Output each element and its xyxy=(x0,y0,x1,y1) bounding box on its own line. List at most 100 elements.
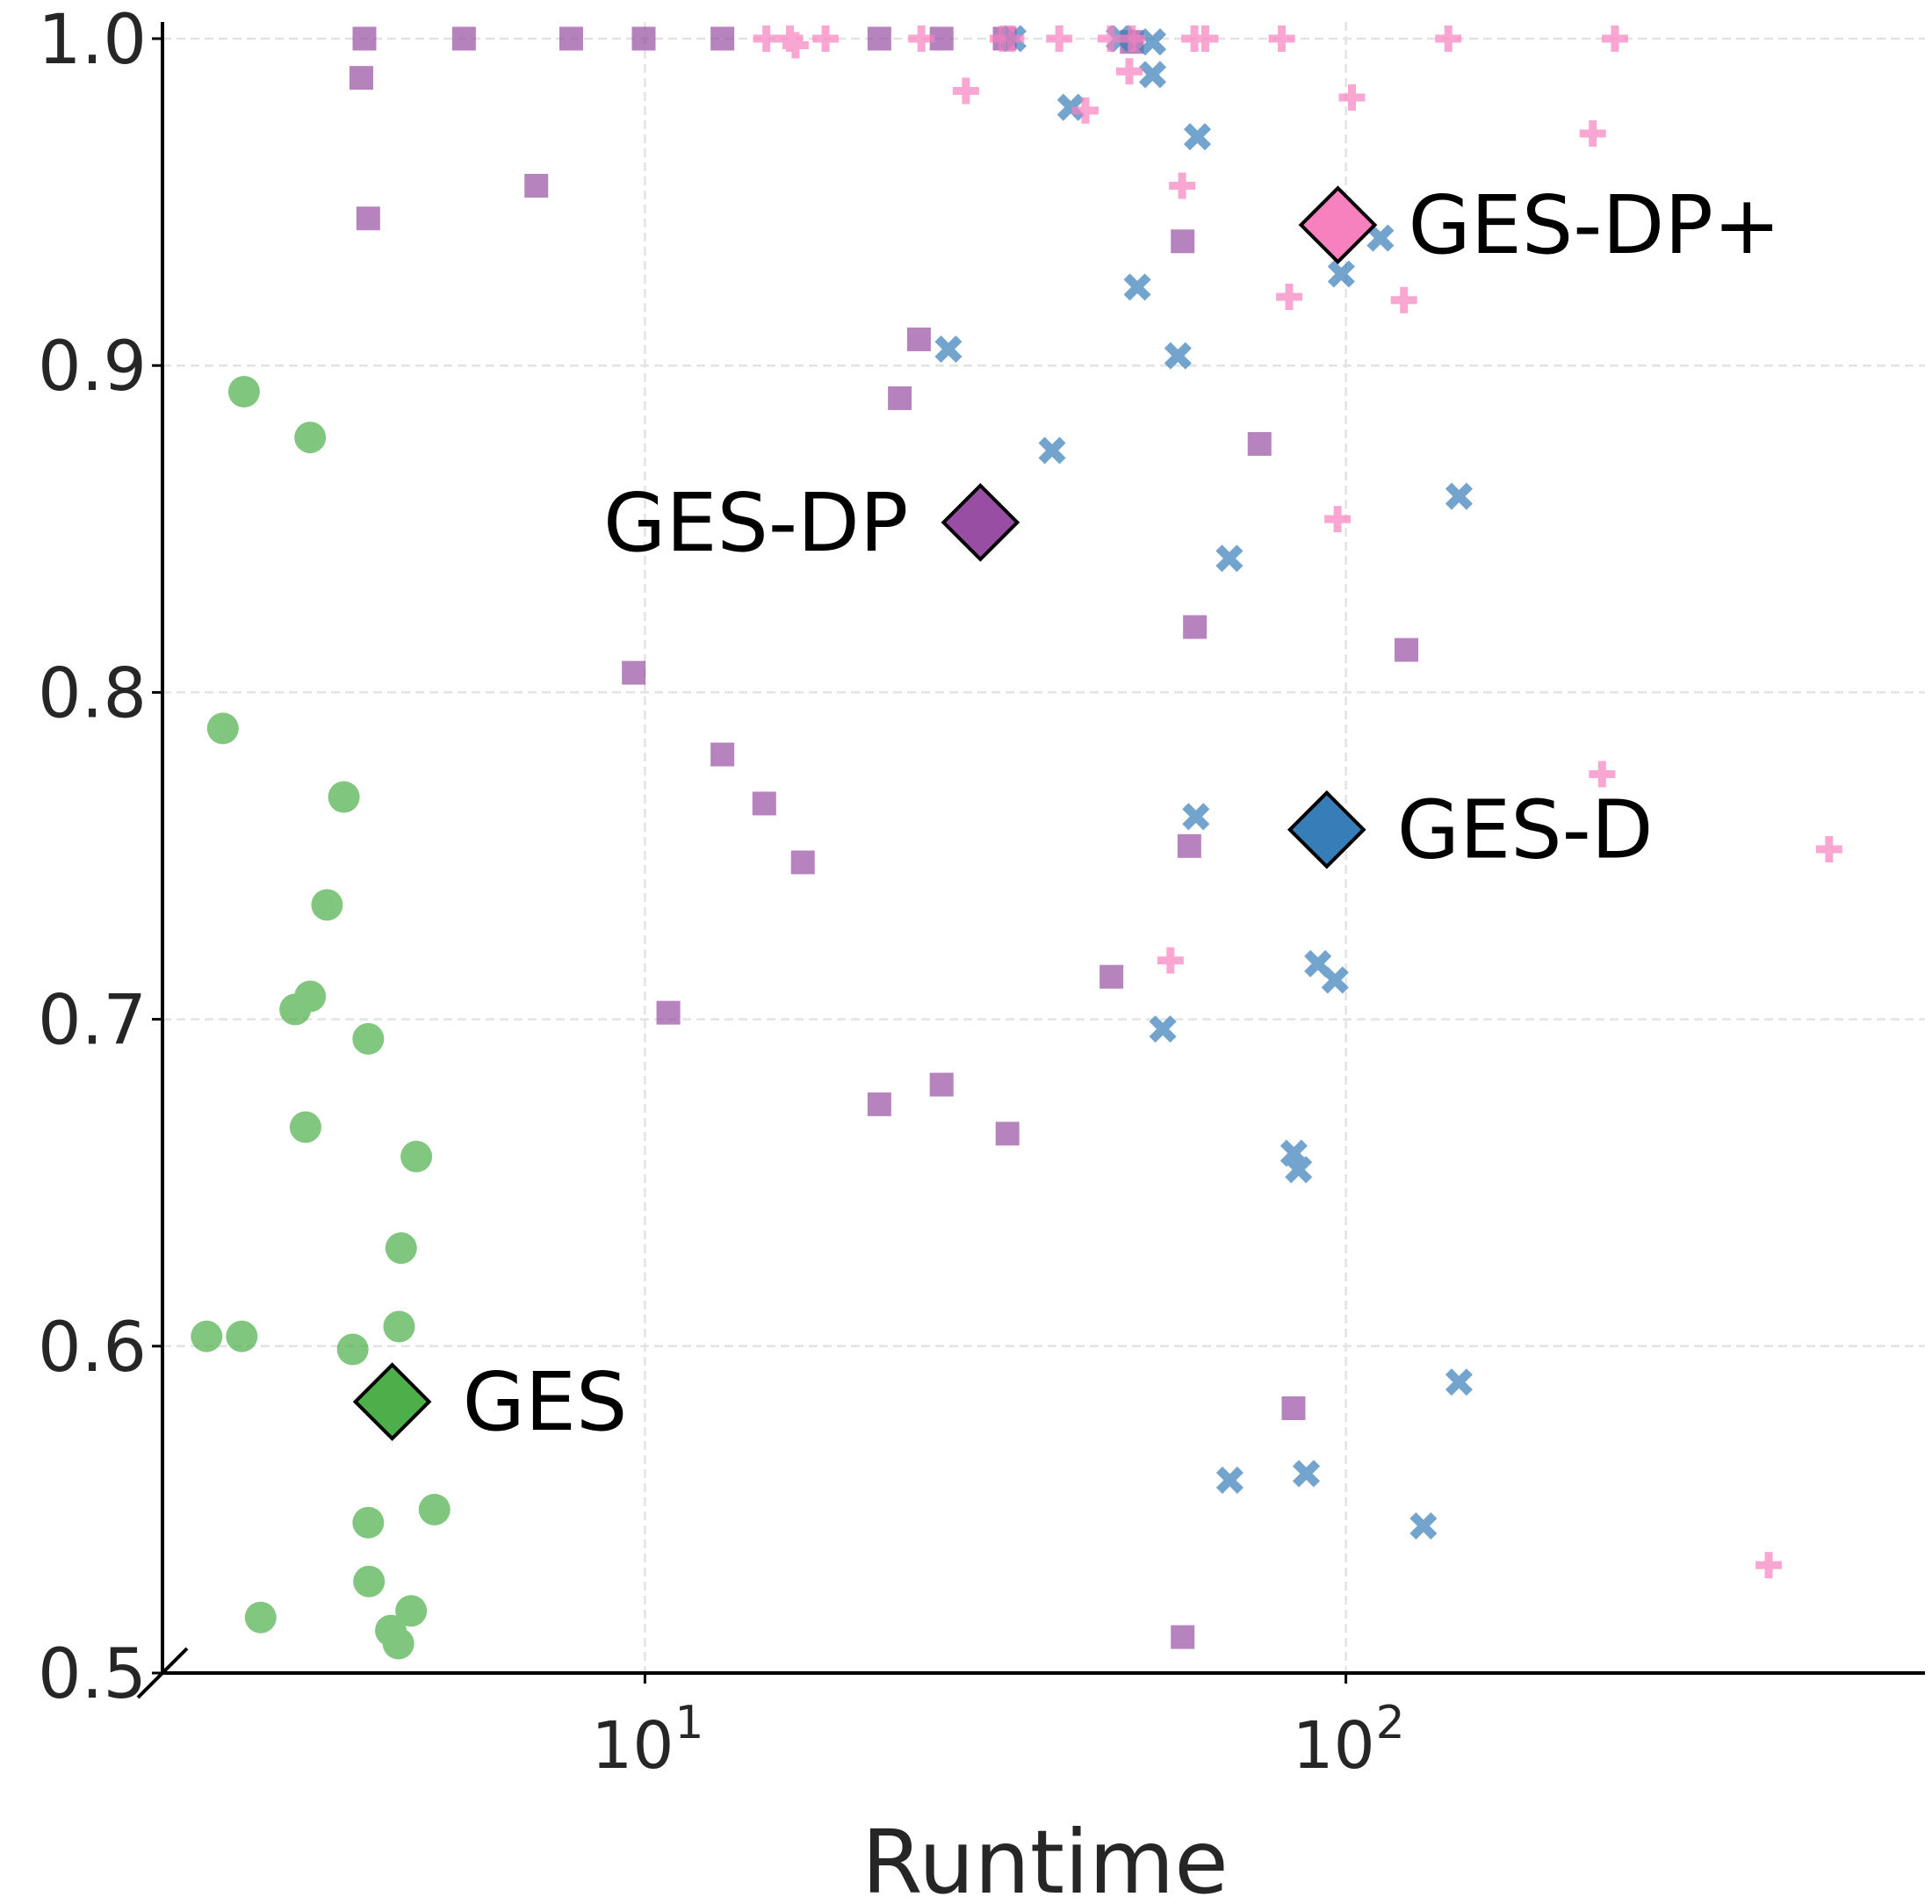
axes xyxy=(136,22,1925,1699)
data-point xyxy=(1046,25,1073,52)
data-point xyxy=(1409,1511,1438,1540)
data-point xyxy=(294,422,327,454)
data-point xyxy=(867,26,891,51)
data-point xyxy=(952,77,979,105)
data-point xyxy=(400,1140,433,1172)
series-ges-d xyxy=(934,25,1473,1540)
data-point xyxy=(622,660,646,685)
data-point xyxy=(1071,97,1099,124)
data-point xyxy=(1192,25,1219,52)
highlight-marker-ges-dp-plus xyxy=(1298,185,1378,264)
data-point xyxy=(1171,1625,1195,1649)
data-point xyxy=(1327,260,1355,288)
data-point xyxy=(206,712,239,745)
tick-labels: 0.50.60.70.80.91.010 1 10 2 xyxy=(38,1,1405,1784)
data-point xyxy=(1215,545,1244,573)
data-point xyxy=(418,1493,451,1525)
data-point xyxy=(908,25,935,52)
data-point xyxy=(1321,966,1349,994)
data-point xyxy=(382,1627,415,1660)
data-point xyxy=(1138,28,1167,56)
data-point xyxy=(1324,506,1352,533)
y-tick-label: 0.6 xyxy=(38,1309,147,1388)
data-point xyxy=(1169,172,1196,199)
data-point xyxy=(353,1565,386,1597)
data-point xyxy=(1589,761,1616,788)
data-point xyxy=(356,206,380,231)
annotation-ges-d: GES-D xyxy=(1397,783,1654,877)
data-point xyxy=(1157,947,1184,974)
x-axis-label: Runtime xyxy=(861,1811,1229,1904)
y-tick-label: 0.7 xyxy=(38,982,147,1061)
series-ges-dp xyxy=(349,26,1419,1649)
data-point xyxy=(1183,615,1208,639)
data-point xyxy=(998,25,1025,52)
series-ges-dp-plus xyxy=(753,25,1842,1579)
data-point xyxy=(395,1595,428,1627)
data-point xyxy=(1183,123,1212,151)
data-point xyxy=(1177,833,1201,858)
data-point xyxy=(906,327,931,351)
data-point xyxy=(1285,1156,1313,1184)
data-point xyxy=(559,26,583,51)
data-point xyxy=(995,1121,1020,1146)
data-point xyxy=(336,1333,369,1366)
data-point xyxy=(191,1320,223,1352)
data-point xyxy=(1579,119,1606,147)
data-point xyxy=(1395,638,1419,662)
data-point xyxy=(451,26,476,51)
data-point xyxy=(934,335,962,364)
data-point xyxy=(1445,1368,1473,1396)
data-point xyxy=(294,980,327,1013)
data-point xyxy=(1123,273,1151,301)
data-point xyxy=(311,889,343,921)
data-point xyxy=(1171,229,1195,254)
highlight-marker-ges xyxy=(352,1362,432,1441)
data-point xyxy=(227,375,260,407)
data-point xyxy=(710,742,735,767)
data-point xyxy=(328,781,360,813)
data-point xyxy=(524,173,549,198)
annotation-ges: GES xyxy=(463,1355,628,1449)
data-points xyxy=(191,25,1842,1660)
data-point xyxy=(1182,803,1210,831)
data-point xyxy=(1247,432,1272,457)
data-point xyxy=(1390,286,1417,314)
y-tick-label: 0.8 xyxy=(38,654,147,733)
x-tick-label: 10 xyxy=(591,1708,674,1784)
data-point xyxy=(710,26,735,51)
data-point xyxy=(888,386,912,410)
data-point xyxy=(289,1111,321,1143)
data-point xyxy=(812,25,840,52)
data-point xyxy=(1268,25,1295,52)
data-point xyxy=(1445,482,1473,510)
data-point xyxy=(244,1601,277,1634)
highlight-marker-ges-d xyxy=(1287,790,1366,869)
data-point xyxy=(352,1022,385,1055)
data-point xyxy=(1164,342,1192,370)
highlight-marker-ges-dp xyxy=(941,483,1020,562)
y-tick-label: 0.5 xyxy=(38,1635,147,1714)
data-point xyxy=(867,1092,891,1116)
data-point xyxy=(782,32,809,59)
annotation-ges-dp: GES-DP xyxy=(603,476,908,570)
data-point xyxy=(1118,25,1145,52)
data-point xyxy=(790,850,815,875)
data-point xyxy=(1601,25,1628,52)
data-point xyxy=(1038,436,1066,465)
data-point xyxy=(1292,1460,1321,1488)
data-point xyxy=(385,1232,417,1265)
data-point xyxy=(1215,1466,1244,1494)
data-point xyxy=(226,1320,258,1352)
data-point xyxy=(656,1000,681,1025)
data-point xyxy=(1815,836,1842,863)
x-tick-exponent: 2 xyxy=(1376,1697,1405,1749)
data-point xyxy=(1281,1396,1306,1421)
data-point xyxy=(1116,58,1143,85)
data-point xyxy=(1366,224,1395,252)
data-point xyxy=(352,26,377,51)
data-point xyxy=(752,791,776,816)
data-point xyxy=(349,66,373,90)
y-tick-label: 1.0 xyxy=(38,1,147,80)
